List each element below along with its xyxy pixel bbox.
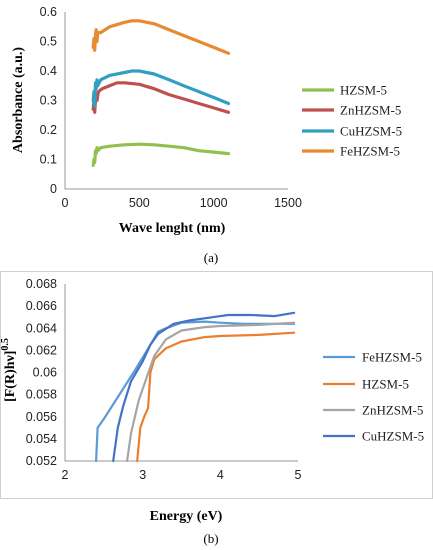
y-tick-label: 0.054: [26, 432, 57, 446]
legend-label: CuHZSM-5: [362, 429, 424, 444]
y-tick-label: 0.4: [40, 64, 57, 78]
x-tick-label: 5: [295, 468, 302, 482]
y-axis-title: [F(R)hν]0.5: [0, 338, 18, 402]
y-axis-title-text: Absorbance (a.u.): [11, 47, 26, 154]
x-tick-label: 500: [129, 196, 150, 210]
series-line-znhzsm-5: [91, 81, 231, 114]
x-tick-label: 4: [217, 468, 224, 482]
y-tick-label: 0.056: [26, 410, 57, 424]
legend-label: ZnHZSM-5: [362, 403, 423, 418]
series-line-znhzsm-5: [126, 321, 296, 463]
x-axis-title: Energy (eV): [150, 509, 223, 524]
legend-label: FeHZSM-5: [340, 144, 400, 159]
y-tick-label: 0.5: [40, 35, 57, 49]
y-tick-label: 0: [50, 182, 57, 196]
legend-label: ZnHZSM-5: [340, 103, 401, 118]
x-tick-label: 0: [62, 196, 69, 210]
y-tick-label: 0.058: [26, 388, 57, 402]
y-tick-label: 0.2: [40, 123, 57, 137]
y-axis-title-superscript: 0.5: [0, 338, 11, 351]
y-tick-label: 0.062: [26, 343, 57, 357]
series-line-hzsm-5: [91, 142, 231, 167]
series-line-cuhzsm-5: [112, 311, 296, 463]
x-tick-label: 1000: [200, 196, 228, 210]
x-axis-title: Wave lenght (nm): [119, 221, 226, 236]
legend-label: HZSM-5: [340, 83, 387, 98]
series-line-hzsm-5: [136, 331, 296, 463]
y-tick-label: 0.06: [33, 366, 57, 380]
figure-caption: (a): [204, 250, 218, 265]
y-tick-label: 0.1: [40, 153, 57, 167]
y-tick-label: 0.068: [26, 277, 57, 291]
series-line-fehzsm-5: [91, 19, 231, 55]
y-tick-label: 0.6: [40, 5, 57, 19]
y-axis-title: Absorbance (a.u.): [11, 47, 26, 154]
y-axis-title-text: [F(R)hν]: [3, 351, 18, 402]
legend-label: CuHZSM-5: [340, 124, 402, 139]
series-line-fehzsm-5: [95, 320, 296, 463]
x-tick-label: 1500: [274, 196, 302, 210]
legend-label: HZSM-5: [362, 377, 409, 392]
figure-caption: (b): [203, 531, 218, 546]
legend-label: FeHZSM-5: [362, 350, 422, 365]
x-tick-label: 2: [62, 468, 69, 482]
x-tick-label: 3: [139, 468, 146, 482]
y-tick-label: 0.066: [26, 299, 57, 313]
y-tick-label: 0.3: [40, 94, 57, 108]
series-line-cuhzsm-5: [91, 69, 231, 108]
y-tick-label: 0.052: [26, 454, 57, 468]
y-tick-label: 0.064: [26, 321, 57, 335]
